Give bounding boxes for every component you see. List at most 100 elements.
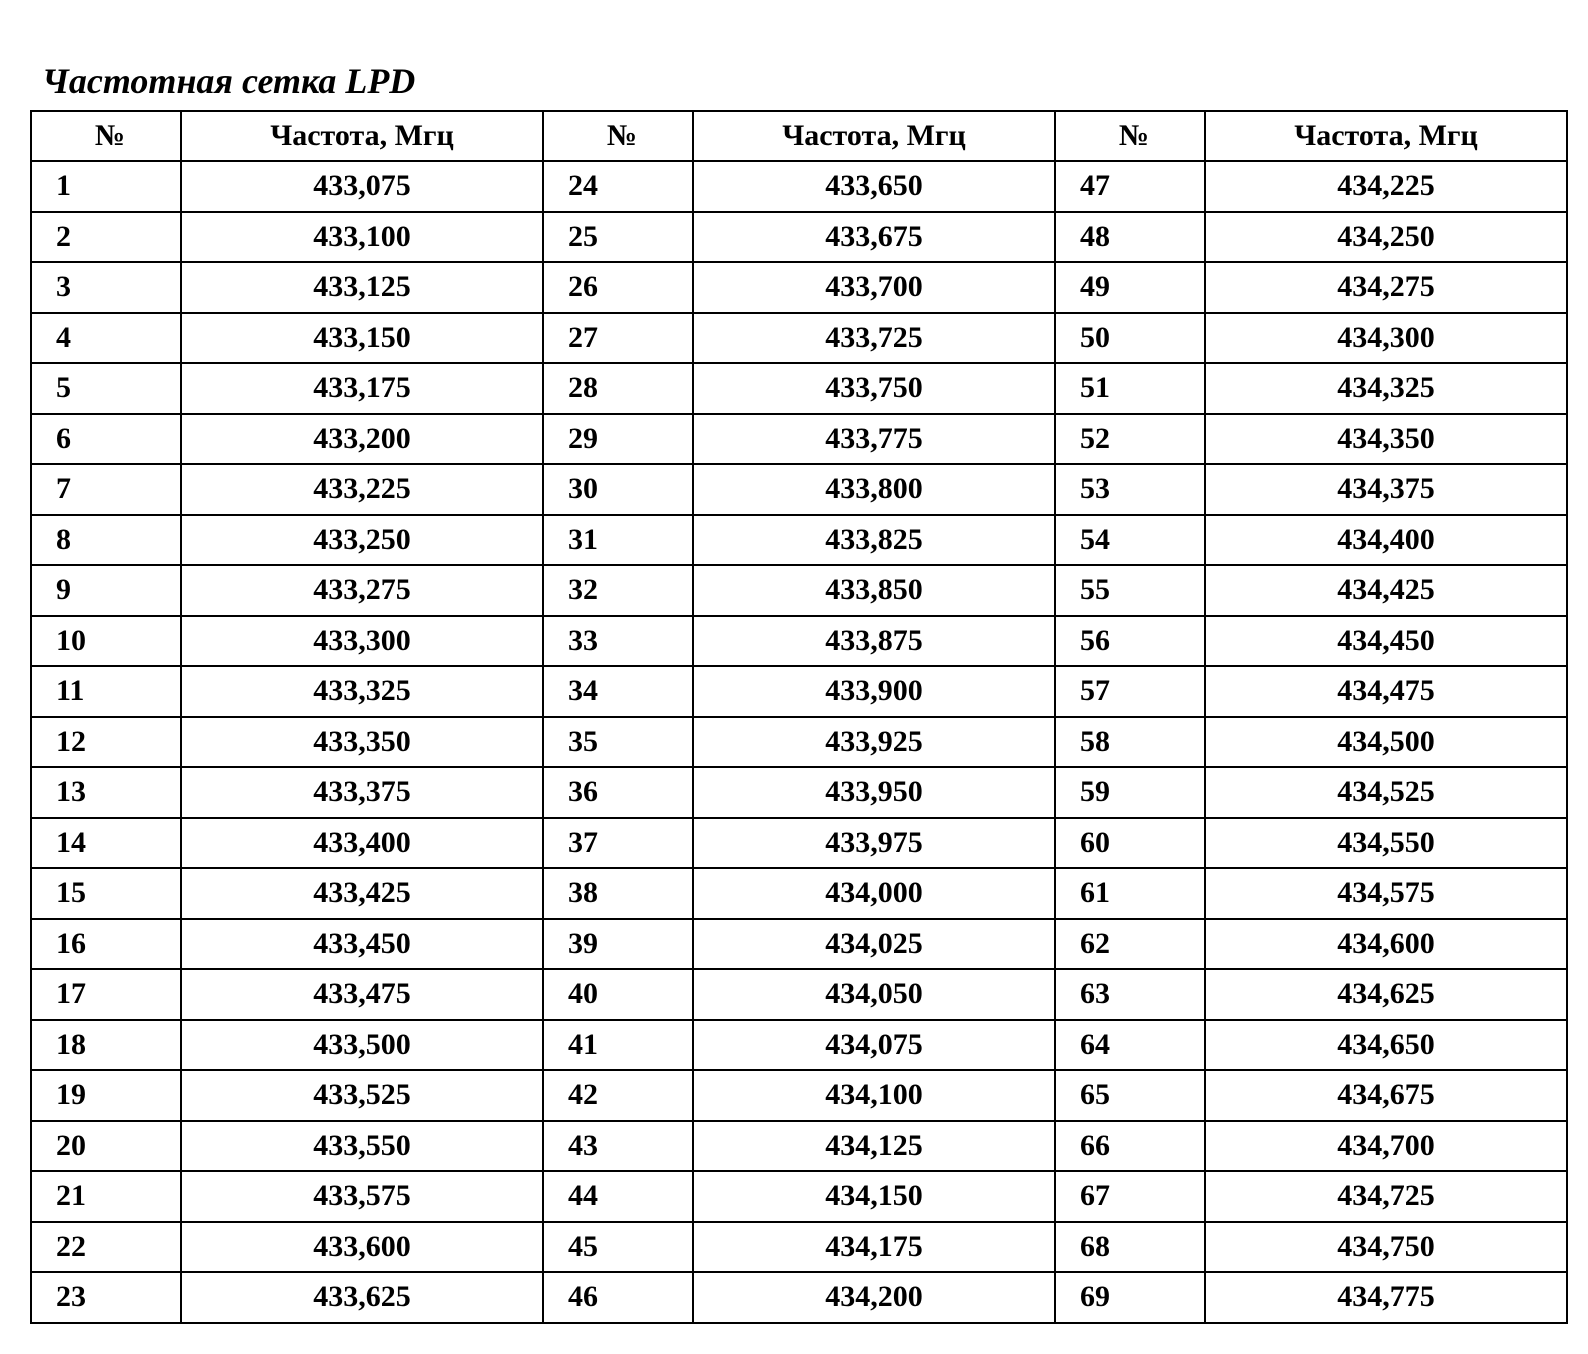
cell-channel-number: 46 [543, 1272, 693, 1323]
cell-channel-number: 17 [31, 969, 181, 1020]
cell-frequency: 433,500 [181, 1020, 543, 1071]
table-row: 5433,17528433,75051434,325 [31, 363, 1567, 414]
cell-channel-number: 53 [1055, 464, 1205, 515]
cell-frequency: 433,950 [693, 767, 1055, 818]
cell-channel-number: 31 [543, 515, 693, 566]
table-row: 12433,35035433,92558434,500 [31, 717, 1567, 768]
cell-frequency: 433,750 [693, 363, 1055, 414]
cell-frequency: 434,100 [693, 1070, 1055, 1121]
cell-channel-number: 14 [31, 818, 181, 869]
cell-channel-number: 54 [1055, 515, 1205, 566]
cell-frequency: 433,650 [693, 161, 1055, 212]
cell-channel-number: 24 [543, 161, 693, 212]
cell-frequency: 433,200 [181, 414, 543, 465]
cell-frequency: 434,500 [1205, 717, 1567, 768]
cell-frequency: 434,275 [1205, 262, 1567, 313]
cell-channel-number: 23 [31, 1272, 181, 1323]
cell-frequency: 434,575 [1205, 868, 1567, 919]
cell-channel-number: 7 [31, 464, 181, 515]
cell-frequency: 433,700 [693, 262, 1055, 313]
cell-channel-number: 58 [1055, 717, 1205, 768]
cell-channel-number: 27 [543, 313, 693, 364]
cell-channel-number: 28 [543, 363, 693, 414]
cell-frequency: 433,975 [693, 818, 1055, 869]
table-row: 7433,22530433,80053434,375 [31, 464, 1567, 515]
table-header-freq-1: Частота, Мгц [181, 111, 543, 162]
cell-frequency: 433,600 [181, 1222, 543, 1273]
table-row: 15433,42538434,00061434,575 [31, 868, 1567, 919]
table-row: 19433,52542434,10065434,675 [31, 1070, 1567, 1121]
cell-channel-number: 25 [543, 212, 693, 263]
cell-channel-number: 12 [31, 717, 181, 768]
cell-frequency: 434,325 [1205, 363, 1567, 414]
cell-frequency: 434,450 [1205, 616, 1567, 667]
cell-frequency: 433,275 [181, 565, 543, 616]
cell-frequency: 434,525 [1205, 767, 1567, 818]
cell-channel-number: 3 [31, 262, 181, 313]
cell-channel-number: 18 [31, 1020, 181, 1071]
table-header-row: № Частота, Мгц № Частота, Мгц № Частота,… [31, 111, 1567, 162]
cell-channel-number: 40 [543, 969, 693, 1020]
cell-frequency: 433,550 [181, 1121, 543, 1172]
cell-frequency: 434,550 [1205, 818, 1567, 869]
cell-frequency: 434,650 [1205, 1020, 1567, 1071]
cell-frequency: 433,900 [693, 666, 1055, 717]
cell-channel-number: 67 [1055, 1171, 1205, 1222]
table-header-num-2: № [543, 111, 693, 162]
cell-frequency: 433,800 [693, 464, 1055, 515]
cell-frequency: 433,625 [181, 1272, 543, 1323]
table-row: 20433,55043434,12566434,700 [31, 1121, 1567, 1172]
cell-frequency: 434,750 [1205, 1222, 1567, 1273]
cell-channel-number: 11 [31, 666, 181, 717]
table-row: 11433,32534433,90057434,475 [31, 666, 1567, 717]
cell-frequency: 433,925 [693, 717, 1055, 768]
table-row: 21433,57544434,15067434,725 [31, 1171, 1567, 1222]
cell-channel-number: 9 [31, 565, 181, 616]
table-row: 6433,20029433,77552434,350 [31, 414, 1567, 465]
cell-frequency: 433,725 [693, 313, 1055, 364]
cell-channel-number: 48 [1055, 212, 1205, 263]
cell-frequency: 433,225 [181, 464, 543, 515]
cell-frequency: 433,125 [181, 262, 543, 313]
cell-frequency: 434,375 [1205, 464, 1567, 515]
table-row: 23433,62546434,20069434,775 [31, 1272, 1567, 1323]
cell-frequency: 434,625 [1205, 969, 1567, 1020]
cell-frequency: 434,175 [693, 1222, 1055, 1273]
table-row: 18433,50041434,07564434,650 [31, 1020, 1567, 1071]
cell-channel-number: 15 [31, 868, 181, 919]
table-header-num-1: № [31, 111, 181, 162]
cell-frequency: 434,050 [693, 969, 1055, 1020]
cell-frequency: 433,375 [181, 767, 543, 818]
cell-channel-number: 4 [31, 313, 181, 364]
cell-frequency: 433,325 [181, 666, 543, 717]
cell-frequency: 434,700 [1205, 1121, 1567, 1172]
table-header-freq-3: Частота, Мгц [1205, 111, 1567, 162]
cell-channel-number: 20 [31, 1121, 181, 1172]
table-row: 8433,25031433,82554434,400 [31, 515, 1567, 566]
cell-frequency: 434,250 [1205, 212, 1567, 263]
cell-frequency: 433,150 [181, 313, 543, 364]
cell-frequency: 434,425 [1205, 565, 1567, 616]
cell-frequency: 433,850 [693, 565, 1055, 616]
cell-channel-number: 16 [31, 919, 181, 970]
cell-frequency: 433,575 [181, 1171, 543, 1222]
cell-frequency: 433,875 [693, 616, 1055, 667]
cell-channel-number: 57 [1055, 666, 1205, 717]
cell-channel-number: 64 [1055, 1020, 1205, 1071]
cell-channel-number: 5 [31, 363, 181, 414]
cell-channel-number: 49 [1055, 262, 1205, 313]
cell-channel-number: 22 [31, 1222, 181, 1273]
cell-channel-number: 59 [1055, 767, 1205, 818]
cell-frequency: 433,250 [181, 515, 543, 566]
table-header-freq-2: Частота, Мгц [693, 111, 1055, 162]
cell-channel-number: 45 [543, 1222, 693, 1273]
frequency-table: № Частота, Мгц № Частота, Мгц № Частота,… [30, 110, 1568, 1324]
table-row: 2433,10025433,67548434,250 [31, 212, 1567, 263]
cell-channel-number: 36 [543, 767, 693, 818]
cell-channel-number: 42 [543, 1070, 693, 1121]
cell-channel-number: 51 [1055, 363, 1205, 414]
cell-frequency: 434,775 [1205, 1272, 1567, 1323]
cell-frequency: 434,600 [1205, 919, 1567, 970]
cell-channel-number: 62 [1055, 919, 1205, 970]
cell-channel-number: 26 [543, 262, 693, 313]
